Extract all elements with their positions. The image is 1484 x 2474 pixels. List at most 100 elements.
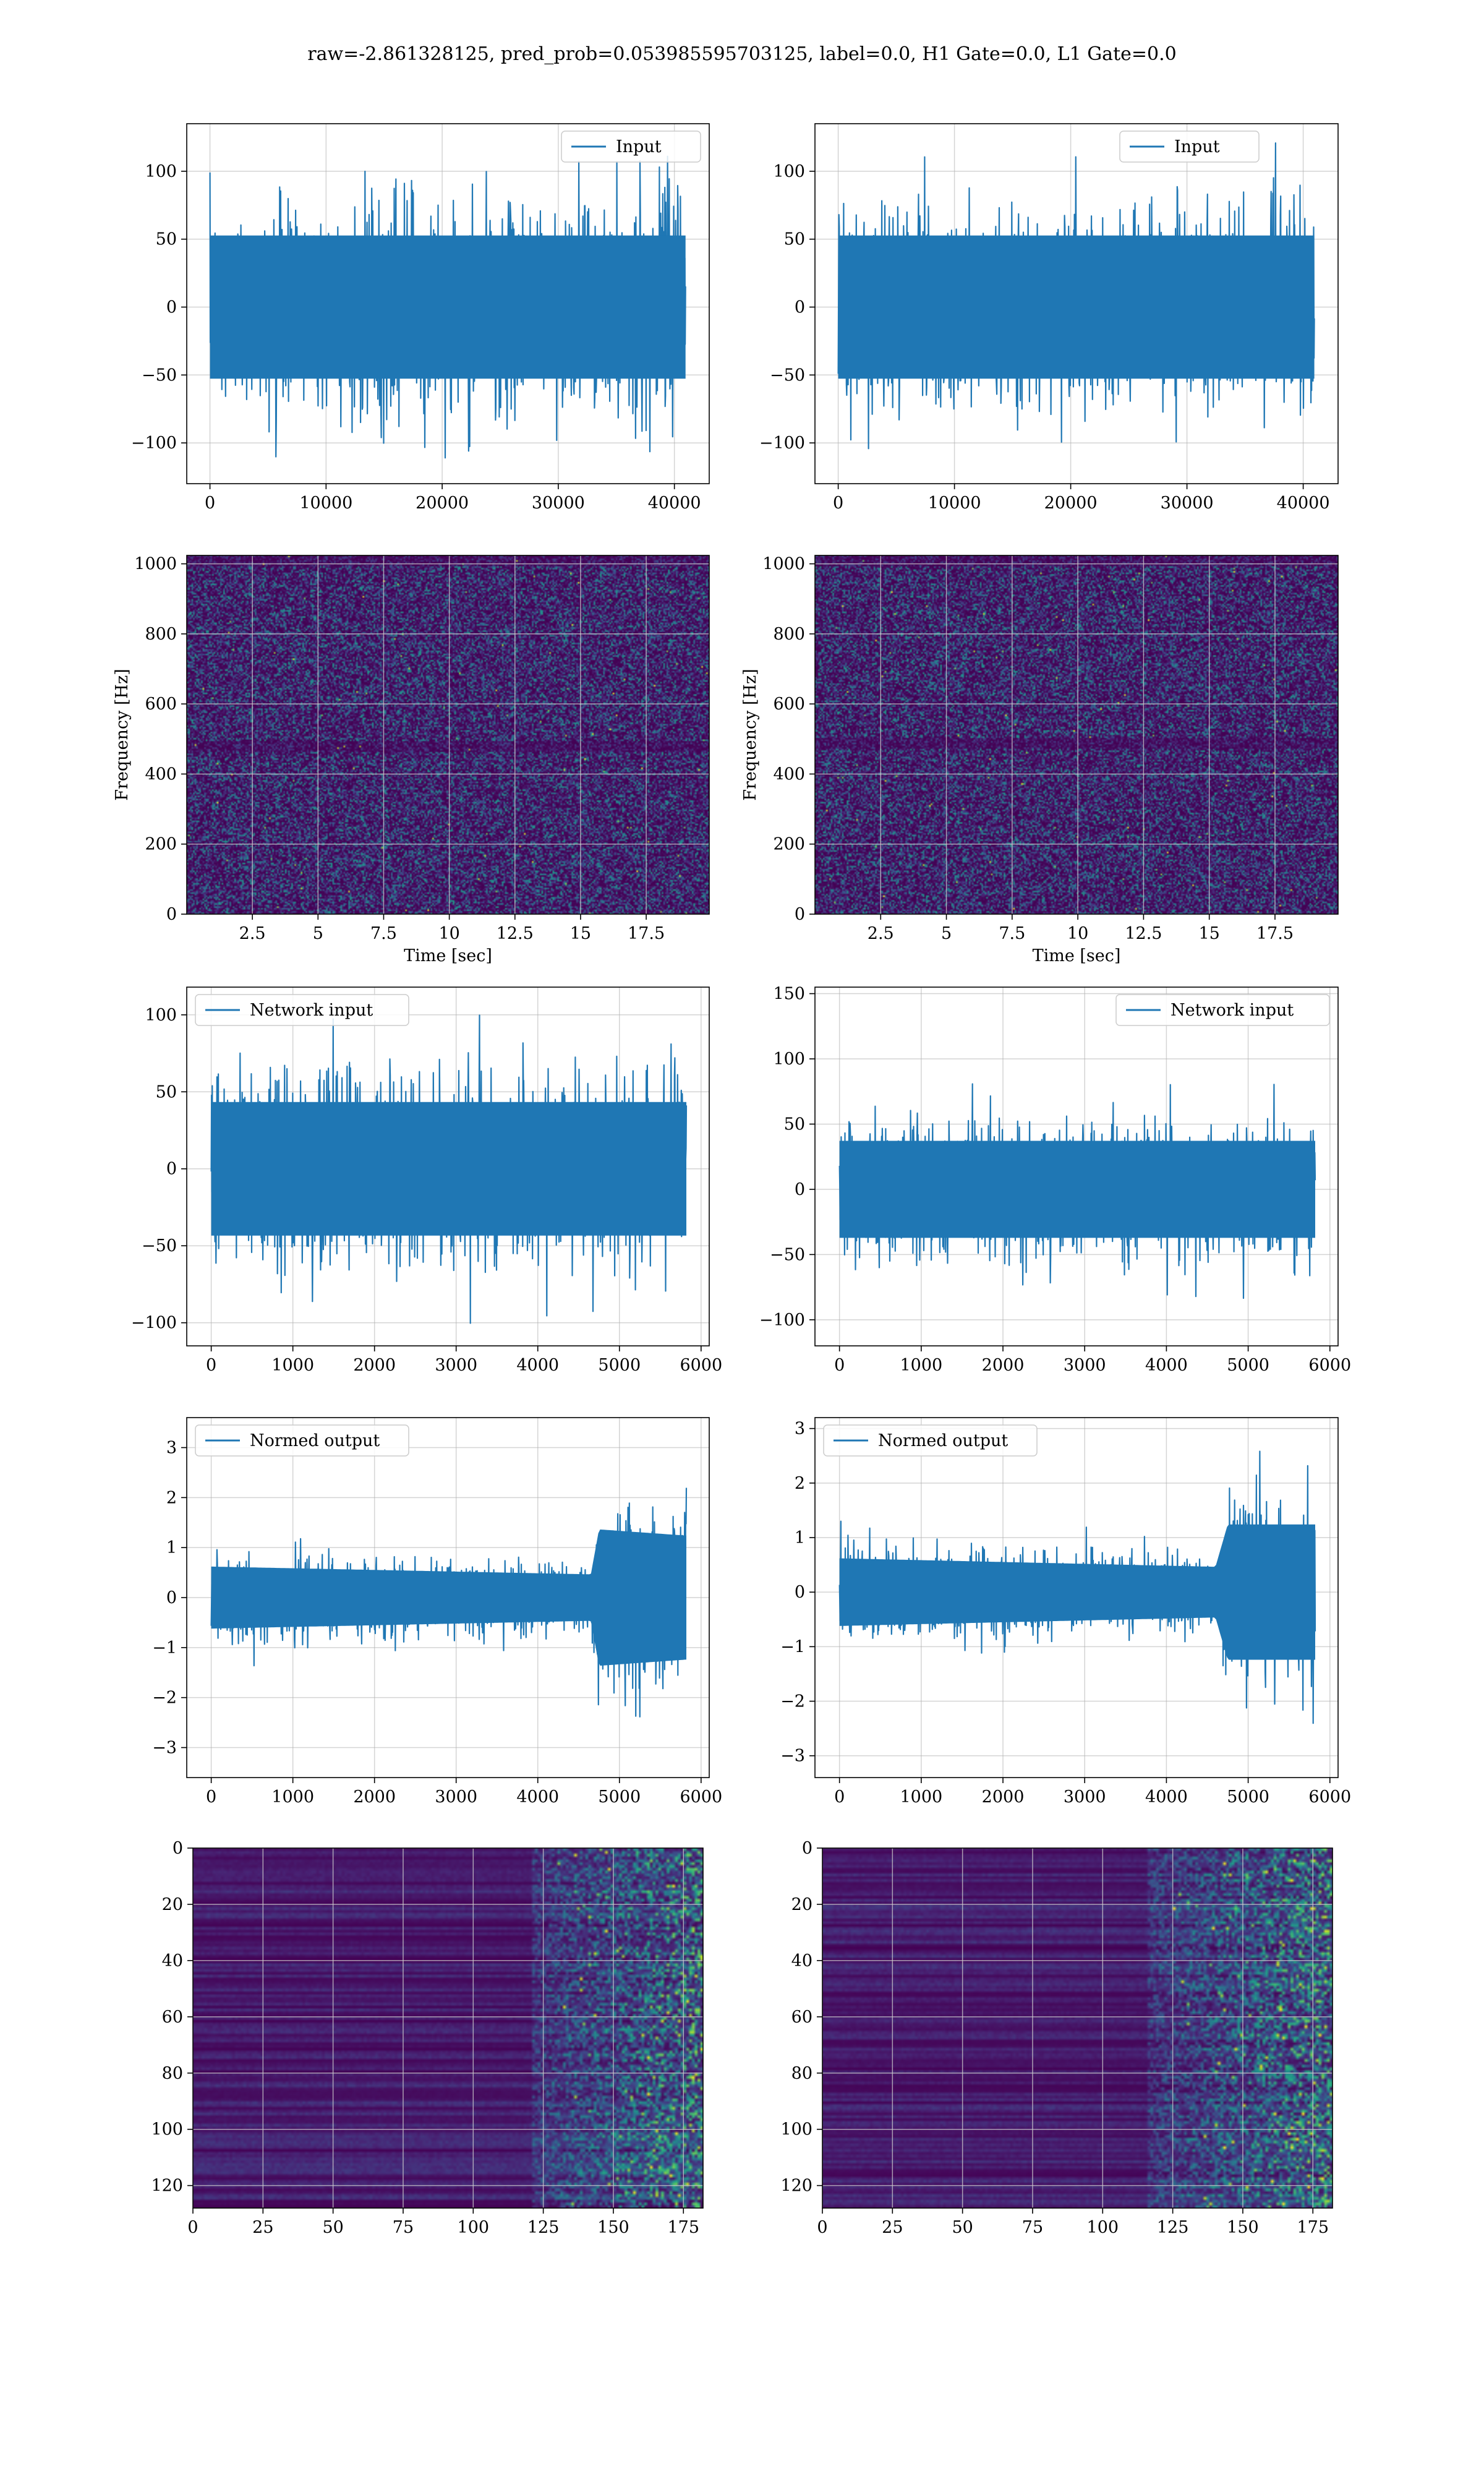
feature-map-left-xtick-label: 75 xyxy=(393,2218,414,2237)
feature-map-right-ytick-label: 20 xyxy=(791,1895,812,1914)
network-input-left-xtick-label: 5000 xyxy=(598,1356,641,1375)
normed-output-left-panel: 0 1000 2000 3000 4000 5000 6000 −3 −2 −1 0 1 2 3 Norme… xyxy=(152,1417,722,1807)
normed-output-right-ytick-label: −3 xyxy=(780,1747,805,1766)
feature-map-right-axes-frame xyxy=(822,1847,1333,2209)
network-input-right-plot-area xyxy=(815,987,1338,1346)
normed-output-left-xtick-label: 4000 xyxy=(516,1787,559,1807)
normed-output-right-plot-area xyxy=(815,1418,1338,1778)
input-left-panel: 0 10000 20000 30000 40000 −100 −50 0 50 100 Input xyxy=(131,123,710,513)
normed-output-left-plot-area xyxy=(187,1418,709,1778)
figure-title: raw=-2.861328125, pred_prob=0.0539855957… xyxy=(307,43,1177,65)
spectrogram-left-xtick-label: 7.5 xyxy=(370,924,397,943)
network-input-left-legend-box xyxy=(195,994,409,1026)
feature-map-left-plot-area xyxy=(193,1848,703,2208)
network-input-right-axes-frame xyxy=(814,987,1339,1346)
input-right-legend-label: Input xyxy=(1174,137,1220,156)
spectrogram-right-xtick-label: 17.5 xyxy=(1256,924,1294,943)
feature-map-left-xtick-label: 50 xyxy=(322,2218,343,2237)
spectrogram-left-xtick-label: 17.5 xyxy=(628,924,665,943)
input-left-legend-box xyxy=(561,131,701,163)
spectrogram-right-ytick-label: 600 xyxy=(773,695,805,714)
input-right-ytick-label: 50 xyxy=(784,230,805,249)
spectrogram-left-ytick-label: 800 xyxy=(145,625,177,644)
input-right-legend: Input xyxy=(1119,131,1260,163)
network-input-left-xtick-label: 2000 xyxy=(353,1356,396,1375)
normed-output-left-ytick-label: −3 xyxy=(152,1739,177,1758)
input-right-xtick-label: 20000 xyxy=(1044,494,1098,513)
spectrogram-right-ylabel: Frequency [Hz] xyxy=(741,669,760,800)
normed-output-left-xtick-label: 6000 xyxy=(680,1787,722,1807)
feature-map-left-xtick-label: 0 xyxy=(187,2218,198,2237)
spectrogram-right-panel: 2.5 5 7.5 10 12.5 15 17.5 0 200 400 600 800 1000 Time… xyxy=(741,555,1339,965)
feature-map-right-xtick-label: 75 xyxy=(1022,2218,1043,2237)
spectrogram-left-ytick-label: 600 xyxy=(145,695,177,714)
input-right-ytick-label: −100 xyxy=(759,434,805,453)
spectrogram-right-xtick-label: 5 xyxy=(941,924,952,943)
feature-map-right-xtick-label: 125 xyxy=(1157,2218,1189,2237)
normed-output-left-xtick-label: 5000 xyxy=(598,1787,641,1807)
normed-output-left-xtick-label: 0 xyxy=(206,1787,216,1807)
network-input-left-series-core xyxy=(211,1102,687,1236)
normed-output-left-ytick-label: 2 xyxy=(166,1488,177,1507)
spectrogram-right-xlabel: Time [sec] xyxy=(1033,946,1121,965)
network-input-right-legend: Network input xyxy=(1115,994,1330,1026)
normed-output-right-legend-box xyxy=(823,1424,1038,1457)
network-input-left-legend: Network input xyxy=(195,994,409,1026)
network-input-left-ytick-label: 100 xyxy=(145,1006,177,1025)
input-left-ytick-label: −50 xyxy=(142,366,177,385)
feature-map-right-image xyxy=(822,1848,1333,2208)
normed-output-left-ytick-label: 0 xyxy=(166,1588,177,1607)
input-right-plot-area xyxy=(815,124,1338,484)
network-input-left-ytick-label: −50 xyxy=(142,1236,177,1256)
input-right-axes-frame xyxy=(814,123,1339,484)
feature-map-left-xtick-label: 150 xyxy=(597,2218,629,2237)
spectrogram-left-xtick-label: 10 xyxy=(438,924,459,943)
normed-output-left-ytick-label: −1 xyxy=(152,1638,177,1658)
network-input-left-axes-frame xyxy=(186,987,710,1346)
feature-map-left-ytick-label: 0 xyxy=(173,1839,183,1858)
feature-map-right-xtick-label: 150 xyxy=(1227,2218,1259,2237)
input-left-xtick-label: 40000 xyxy=(648,494,701,513)
normed-output-right-axes-frame xyxy=(814,1417,1339,1778)
feature-map-left-ytick-label: 120 xyxy=(151,2177,183,2196)
input-left-ytick-label: 0 xyxy=(166,297,177,317)
network-input-left-xtick-label: 0 xyxy=(206,1356,216,1375)
input-right-xtick-label: 40000 xyxy=(1277,494,1330,513)
feature-map-left-ytick-label: 100 xyxy=(151,2120,183,2139)
spectrogram-left-panel: 2.5 5 7.5 10 12.5 15 17.5 0 200 400 600 800 1000 Time… xyxy=(113,555,710,965)
feature-map-right-xtick-label: 0 xyxy=(817,2218,827,2237)
feature-map-left-xtick-label: 100 xyxy=(458,2218,490,2237)
network-input-right-ytick-label: 0 xyxy=(795,1180,805,1199)
spectrogram-right-ytick-label: 800 xyxy=(773,625,805,644)
network-input-right-panel: 0 1000 2000 3000 4000 5000 6000 −100 −50 0 50 100 15… xyxy=(759,985,1351,1375)
network-input-left-ytick-label: 50 xyxy=(156,1082,177,1102)
spectrogram-left-xtick-label: 15 xyxy=(570,924,591,943)
spectrogram-left-ytick-label: 400 xyxy=(145,764,177,784)
feature-map-left-ytick-label: 40 xyxy=(162,1951,183,1971)
input-right-xtick-label: 30000 xyxy=(1161,494,1214,513)
normed-output-left-legend: Normed output xyxy=(195,1424,409,1457)
feature-map-right-ytick-label: 120 xyxy=(780,2177,812,2196)
spectrogram-right-xtick-label: 15 xyxy=(1199,924,1220,943)
feature-map-left-ytick-label: 60 xyxy=(162,2008,183,2027)
spectrogram-right-xtick-label: 12.5 xyxy=(1125,924,1162,943)
normed-output-right-xtick-label: 4000 xyxy=(1145,1787,1188,1807)
network-input-right-xtick-label: 4000 xyxy=(1145,1356,1188,1375)
feature-map-right-plot-area xyxy=(822,1848,1333,2208)
network-input-right-legend-box xyxy=(1115,994,1330,1026)
normed-output-left-ytick-label: 1 xyxy=(166,1538,177,1557)
input-left-xtick-label: 20000 xyxy=(416,494,469,513)
feature-map-right-ytick-label: 80 xyxy=(791,2064,812,2083)
feature-map-left-xtick-label: 175 xyxy=(667,2218,699,2237)
input-left-axes-frame xyxy=(186,123,710,484)
network-input-right-series-core xyxy=(839,1141,1315,1238)
network-input-right-xtick-label: 6000 xyxy=(1308,1356,1351,1375)
input-left-legend-label: Input xyxy=(616,137,662,156)
network-input-right-xtick-label: 0 xyxy=(834,1356,845,1375)
normed-output-right-ytick-label: 1 xyxy=(795,1528,805,1547)
input-right-ytick-label: −50 xyxy=(770,366,805,385)
normed-output-left-legend-label: Normed output xyxy=(250,1431,380,1450)
input-right-panel: 0 10000 20000 30000 40000 −100 −50 0 50 100 Input xyxy=(759,123,1339,513)
normed-output-left-xtick-label: 1000 xyxy=(271,1787,314,1807)
